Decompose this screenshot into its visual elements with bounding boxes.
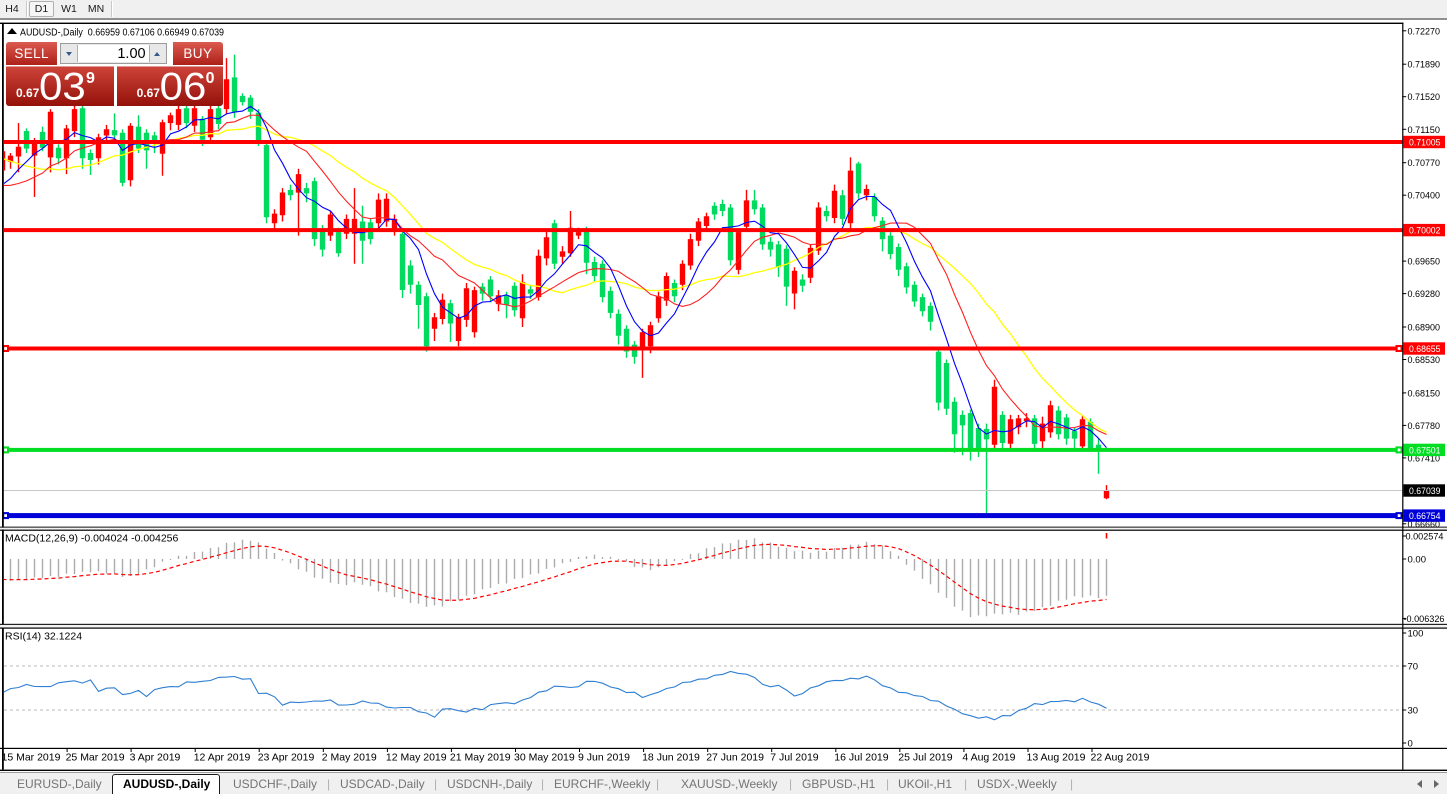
svg-text:9 Jun 2019: 9 Jun 2019: [578, 751, 630, 763]
svg-text:25 Jul 2019: 25 Jul 2019: [898, 751, 952, 763]
svg-text:100: 100: [1408, 629, 1424, 640]
svg-text:0.67039: 0.67039: [1409, 486, 1441, 497]
svg-text:0.70002: 0.70002: [1409, 226, 1441, 237]
svg-text:0.71890: 0.71890: [1408, 60, 1441, 71]
svg-text:27 Jun 2019: 27 Jun 2019: [706, 751, 764, 763]
svg-text:0.67780: 0.67780: [1408, 421, 1441, 432]
svg-text:25 Mar 2019: 25 Mar 2019: [66, 751, 125, 763]
svg-text:0.70770: 0.70770: [1408, 158, 1441, 169]
svg-text:23 Apr 2019: 23 Apr 2019: [258, 751, 315, 763]
svg-text:0.68900: 0.68900: [1408, 323, 1441, 334]
svg-text:0.68655: 0.68655: [1409, 344, 1441, 355]
svg-text:3 Apr 2019: 3 Apr 2019: [130, 751, 181, 763]
svg-text:AUDUSD-,Daily 0.66959 0.67106: AUDUSD-,Daily 0.66959 0.67106 0.66949 0.…: [20, 28, 224, 39]
svg-text:15 Mar 2019: 15 Mar 2019: [2, 751, 61, 763]
svg-text:16 Jul 2019: 16 Jul 2019: [834, 751, 888, 763]
svg-text:30 May 2019: 30 May 2019: [514, 751, 575, 763]
svg-text:12 May 2019: 12 May 2019: [386, 751, 447, 763]
svg-text:0.71520: 0.71520: [1408, 92, 1441, 103]
svg-text:30: 30: [1408, 706, 1419, 717]
svg-text:18 Jun 2019: 18 Jun 2019: [642, 751, 700, 763]
svg-text:0.67501: 0.67501: [1409, 445, 1441, 456]
svg-text:0.66754: 0.66754: [1409, 511, 1441, 522]
svg-text:0.68530: 0.68530: [1408, 355, 1441, 366]
svg-text:0.68150: 0.68150: [1408, 388, 1441, 399]
svg-text:0.71005: 0.71005: [1409, 138, 1441, 149]
svg-text:12 Apr 2019: 12 Apr 2019: [194, 751, 251, 763]
svg-text:7 Jul 2019: 7 Jul 2019: [770, 751, 819, 763]
svg-text:-0.006326: -0.006326: [1404, 614, 1445, 625]
svg-text:0.70400: 0.70400: [1408, 191, 1441, 202]
svg-text:0.67410: 0.67410: [1408, 453, 1441, 464]
svg-text:0.71150: 0.71150: [1408, 125, 1441, 136]
svg-text:22 Aug 2019: 22 Aug 2019: [1091, 751, 1150, 763]
svg-text:4 Aug 2019: 4 Aug 2019: [962, 751, 1015, 763]
svg-text:0.72270: 0.72270: [1408, 26, 1441, 37]
svg-text:21 May 2019: 21 May 2019: [450, 751, 511, 763]
svg-text:0.00: 0.00: [1408, 555, 1427, 566]
svg-text:0: 0: [1408, 739, 1413, 750]
svg-text:0.002574: 0.002574: [1406, 532, 1444, 543]
svg-text:2 May 2019: 2 May 2019: [322, 751, 377, 763]
svg-text:0.69650: 0.69650: [1408, 257, 1441, 268]
svg-text:70: 70: [1408, 662, 1419, 673]
svg-text:0.69280: 0.69280: [1408, 289, 1441, 300]
svg-text:RSI(14) 32.1224: RSI(14) 32.1224: [5, 631, 82, 643]
svg-text:13 Aug 2019: 13 Aug 2019: [1027, 751, 1086, 763]
svg-text:0.66660: 0.66660: [1408, 519, 1441, 530]
svg-text:MACD(12,26,9) -0.004024 -0.004: MACD(12,26,9) -0.004024 -0.004256: [5, 533, 179, 545]
